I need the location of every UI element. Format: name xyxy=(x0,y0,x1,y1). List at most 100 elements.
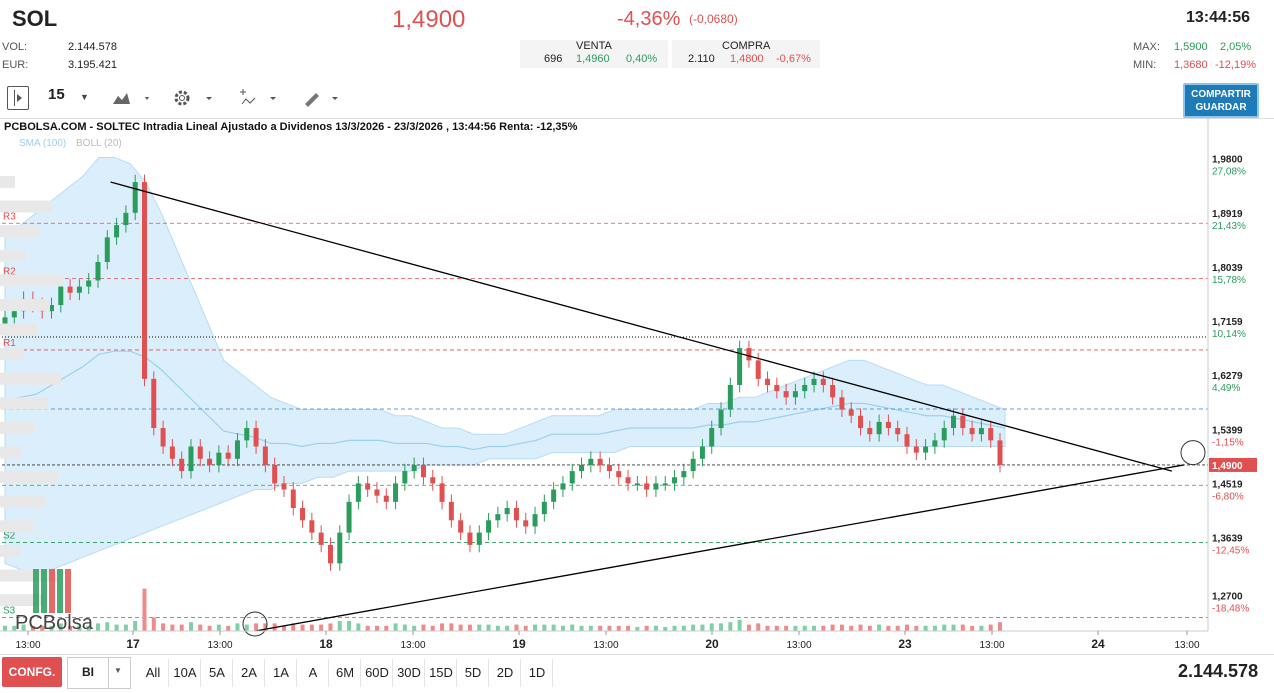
candle-body xyxy=(402,471,408,484)
y-tick-label: 1,8039 xyxy=(1212,263,1243,274)
range-button-all[interactable]: All xyxy=(138,659,169,687)
bi-select[interactable]: BI ▼ xyxy=(67,657,131,689)
candle-body xyxy=(2,317,8,324)
range-button-60d[interactable]: 60D xyxy=(362,659,393,687)
range-button-5d[interactable]: 5D xyxy=(458,659,489,687)
settings-gear-icon[interactable] xyxy=(172,88,216,113)
range-button-2d[interactable]: 2D xyxy=(490,659,521,687)
range-button-30d[interactable]: 30D xyxy=(394,659,425,687)
volume-profile-bar xyxy=(0,323,37,336)
volume-bar xyxy=(542,624,547,631)
candle-body xyxy=(672,477,678,484)
x-tick-label: 24 xyxy=(1091,637,1105,651)
candle-body xyxy=(848,409,854,416)
volume-bar xyxy=(188,622,193,631)
chart-top-divider xyxy=(0,118,1274,119)
range-button-1d[interactable]: 1D xyxy=(522,659,553,687)
volume-bar xyxy=(821,625,826,631)
candle-body xyxy=(690,458,696,472)
candle-body xyxy=(458,520,464,533)
candle-body xyxy=(662,483,668,486)
candle-body xyxy=(48,305,54,312)
candle-body xyxy=(197,446,203,459)
chart-title: PCBOLSA.COM - SOLTEC Intradia Lineal Aju… xyxy=(4,121,578,133)
candle-body xyxy=(225,452,231,459)
candle-body xyxy=(216,452,222,465)
candle-body xyxy=(997,440,1003,465)
candle-body xyxy=(262,446,268,465)
candle-body xyxy=(281,483,287,490)
candle-body xyxy=(727,385,733,410)
candle-body xyxy=(272,464,278,484)
range-button-5a[interactable]: 5A xyxy=(202,659,233,687)
y-tick-label: 1,7159 xyxy=(1212,317,1243,328)
bi-label[interactable]: BI xyxy=(82,665,94,679)
watermark-logo-bar xyxy=(41,569,47,613)
candle-body xyxy=(160,428,166,447)
candle-body xyxy=(634,483,640,486)
x-tick-label: 13:00 xyxy=(207,640,232,651)
volume-bar xyxy=(514,624,519,631)
trendline-anchor-circle[interactable] xyxy=(242,611,268,637)
range-button-10a[interactable]: 10A xyxy=(170,659,201,687)
candle-body xyxy=(383,495,389,502)
share-save-button[interactable]: COMPARTIR GUARDAR xyxy=(1183,83,1259,118)
candle-body xyxy=(290,489,296,508)
volume-bar xyxy=(142,588,147,631)
volume-bar xyxy=(737,619,742,631)
drawing-tools-icon[interactable] xyxy=(302,88,344,113)
candle-body xyxy=(737,348,743,385)
compra-label: COMPRA xyxy=(722,40,771,52)
config-button[interactable]: CONFG. xyxy=(2,657,62,687)
candle-body xyxy=(932,440,938,447)
y-tick-pct: 27,08% xyxy=(1212,167,1246,178)
volume-bar xyxy=(830,624,835,631)
range-button-6m[interactable]: 6M xyxy=(330,659,361,687)
candle-body xyxy=(504,508,510,515)
volume-bar xyxy=(77,625,82,631)
volume-bar xyxy=(998,622,1002,631)
panel-toggle-icon[interactable] xyxy=(7,86,29,110)
save-label[interactable]: GUARDAR xyxy=(1195,102,1247,113)
share-label[interactable]: COMPARTIR xyxy=(1191,89,1251,100)
bi-chevron-icon[interactable]: ▼ xyxy=(114,666,122,675)
volume-bar xyxy=(979,625,984,631)
watermark-logo-bar xyxy=(33,569,39,613)
interval-chevron-icon[interactable]: ▼ xyxy=(80,92,89,102)
volume-profile-bar xyxy=(0,225,39,238)
x-tick-label: 13:00 xyxy=(1174,640,1199,651)
volume-bar xyxy=(886,625,891,631)
volume-profile-bar xyxy=(0,298,50,311)
indicators-icon[interactable] xyxy=(238,88,280,113)
candle-body xyxy=(104,237,110,262)
range-button-1a[interactable]: 1A xyxy=(266,659,297,687)
range-button-15d[interactable]: 15D xyxy=(426,659,457,687)
eur-label: EUR: xyxy=(2,59,29,71)
candle-body xyxy=(532,514,538,527)
candle-body xyxy=(169,446,175,459)
last-price-tag-bg xyxy=(1209,457,1257,472)
candle-body xyxy=(951,415,957,429)
candle-body xyxy=(253,428,259,447)
volume-profile-bar xyxy=(0,520,33,533)
chart-type-icon[interactable] xyxy=(112,90,152,111)
candle-body xyxy=(830,385,836,398)
price-chart[interactable]: R3R2R1PivotS1S2S31,980027,08%1,891921,43… xyxy=(0,119,1274,655)
volume-bar xyxy=(291,623,296,631)
level-label-s2: S2 xyxy=(3,530,16,541)
y-tick-pct: -1,15% xyxy=(1212,437,1244,448)
trendline-anchor-circle[interactable] xyxy=(1180,440,1206,466)
candle-body xyxy=(681,471,687,478)
interval-selector[interactable]: 15 xyxy=(48,86,65,103)
range-button-2a[interactable]: 2A xyxy=(234,659,265,687)
range-button-a[interactable]: A xyxy=(298,659,329,687)
volume-bar xyxy=(523,625,528,631)
level-label-r2: R2 xyxy=(3,267,16,278)
candle-body xyxy=(709,428,715,447)
volume-profile-bar xyxy=(0,569,57,582)
candle-body xyxy=(76,286,82,293)
candle-body xyxy=(978,428,984,435)
candle-body xyxy=(476,532,482,545)
volume-bar xyxy=(12,625,17,631)
candle-body xyxy=(653,483,659,490)
